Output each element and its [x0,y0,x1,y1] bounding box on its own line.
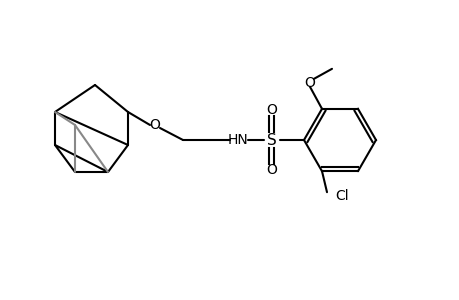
Text: Cl: Cl [334,189,348,203]
Text: S: S [267,133,276,148]
Text: O: O [266,103,277,117]
Text: HN: HN [227,133,248,147]
Text: O: O [149,118,160,132]
Text: O: O [266,163,277,177]
Text: O: O [304,76,315,90]
